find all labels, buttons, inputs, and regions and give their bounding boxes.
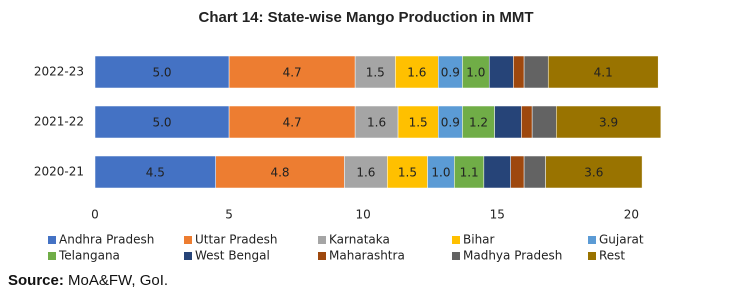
bar-segment bbox=[395, 55, 439, 89]
legend-label: Uttar Pradesh bbox=[195, 233, 277, 247]
legend-swatch bbox=[588, 252, 596, 260]
data-label: 1.1 bbox=[460, 166, 479, 180]
bar-segment bbox=[427, 155, 455, 189]
bar-segment bbox=[354, 105, 399, 139]
data-label: 4.7 bbox=[283, 116, 302, 130]
bar-segment bbox=[438, 55, 463, 89]
bar-segment bbox=[488, 55, 514, 89]
bar-segment bbox=[510, 155, 525, 189]
bar-segment bbox=[454, 155, 485, 189]
x-tick-label: 20 bbox=[624, 208, 639, 222]
bar-segment bbox=[547, 55, 659, 89]
bar-segment bbox=[513, 55, 525, 89]
bar-segment bbox=[228, 55, 356, 89]
bar-segment bbox=[556, 105, 662, 139]
data-label: 1.6 bbox=[356, 166, 375, 180]
data-label: 5.0 bbox=[152, 116, 171, 130]
bar-segment bbox=[94, 155, 216, 189]
bar-segment bbox=[94, 105, 230, 139]
y-tick-label: 2021-22 bbox=[34, 115, 84, 129]
bar-segment bbox=[387, 155, 428, 189]
legend-label: Rest bbox=[599, 249, 625, 263]
data-label: 1.6 bbox=[367, 116, 386, 130]
legend-label: Karnataka bbox=[329, 233, 390, 247]
bar-segment bbox=[531, 105, 557, 139]
data-label: 1.5 bbox=[398, 166, 417, 180]
data-label: 4.1 bbox=[594, 66, 613, 80]
bar-segment bbox=[94, 55, 230, 89]
bar-segment bbox=[438, 105, 463, 139]
data-label: 1.6 bbox=[407, 66, 426, 80]
bar-segment bbox=[545, 155, 643, 189]
bar-segment bbox=[344, 155, 388, 189]
bar-segment bbox=[494, 105, 522, 139]
source-text: MoA&FW, GoI. bbox=[68, 272, 169, 289]
data-label: 1.5 bbox=[366, 66, 385, 80]
bar-segment bbox=[483, 155, 511, 189]
y-tick-label: 2022-23 bbox=[34, 65, 84, 79]
legend-swatch bbox=[452, 252, 460, 260]
legend-label: Andhra Pradesh bbox=[59, 233, 154, 247]
legend-swatch bbox=[48, 236, 56, 244]
data-label: 1.5 bbox=[409, 116, 428, 130]
bar-segment bbox=[228, 105, 356, 139]
bar-segment bbox=[462, 105, 495, 139]
data-label: 4.5 bbox=[146, 166, 165, 180]
legend-swatch bbox=[318, 236, 326, 244]
legend-swatch bbox=[318, 252, 326, 260]
data-label: 1.0 bbox=[431, 166, 450, 180]
legend-swatch bbox=[184, 236, 192, 244]
legend-label: Madhya Pradesh bbox=[463, 249, 562, 263]
data-label: 4.7 bbox=[283, 66, 302, 80]
data-label: 0.9 bbox=[441, 116, 460, 130]
bar-segment bbox=[215, 155, 345, 189]
data-label: 3.6 bbox=[584, 166, 603, 180]
source: Source: MoA&FW, GoI. bbox=[8, 272, 168, 289]
legend-label: Bihar bbox=[463, 233, 495, 247]
legend-label: Gujarat bbox=[599, 233, 644, 247]
data-label: 1.2 bbox=[469, 116, 488, 130]
legend-swatch bbox=[588, 236, 596, 244]
bar-segment bbox=[521, 105, 533, 139]
bar-segment bbox=[462, 55, 490, 89]
bar-segment bbox=[354, 55, 396, 89]
legend-label: West Bengal bbox=[195, 249, 270, 263]
data-label: 1.0 bbox=[466, 66, 485, 80]
legend-swatch bbox=[48, 252, 56, 260]
data-label: 3.9 bbox=[599, 116, 618, 130]
chart: Chart 14: State-wise Mango Production in… bbox=[34, 9, 662, 263]
bar-segment bbox=[523, 55, 549, 89]
data-label: 5.0 bbox=[152, 66, 171, 80]
x-tick-label: 0 bbox=[91, 208, 99, 222]
data-label: 0.9 bbox=[441, 66, 460, 80]
legend-swatch bbox=[452, 236, 460, 244]
chart-title: Chart 14: State-wise Mango Production in… bbox=[198, 9, 533, 26]
bar-segment bbox=[523, 155, 546, 189]
legend-label: Telangana bbox=[58, 249, 120, 263]
y-tick-label: 2020-21 bbox=[34, 165, 84, 179]
legend-label: Maharashtra bbox=[329, 249, 405, 263]
x-tick-label: 5 bbox=[225, 208, 233, 222]
data-label: 4.8 bbox=[270, 166, 289, 180]
x-tick-label: 15 bbox=[490, 208, 505, 222]
x-tick-label: 10 bbox=[356, 208, 371, 222]
legend-swatch bbox=[184, 252, 192, 260]
source-label: Source: bbox=[8, 272, 64, 289]
